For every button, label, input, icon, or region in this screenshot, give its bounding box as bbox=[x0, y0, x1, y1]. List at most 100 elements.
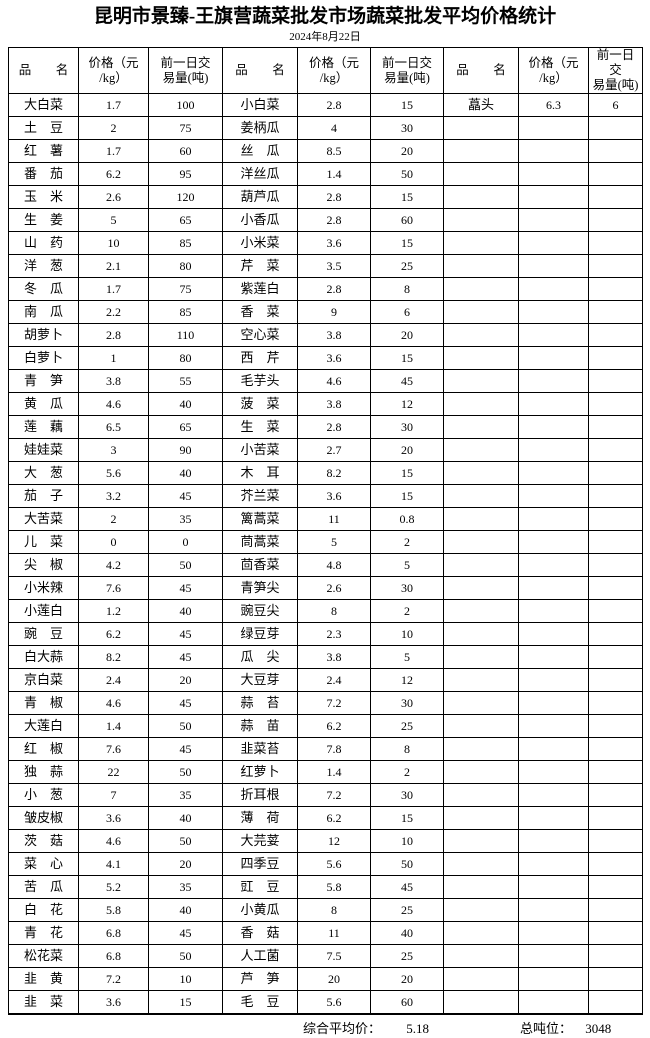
cell-price: 1.4 bbox=[78, 714, 149, 738]
cell-price: 9 bbox=[297, 300, 371, 324]
cell-product-name: 山 药 bbox=[8, 231, 79, 255]
cell-volume: 45 bbox=[148, 691, 223, 715]
cell-product-name bbox=[443, 139, 519, 163]
cell-volume: 40 bbox=[148, 461, 223, 485]
cell-product-name: 豌 豆 bbox=[8, 622, 79, 646]
cell-volume: 40 bbox=[148, 898, 223, 922]
cell-product-name bbox=[443, 829, 519, 853]
cell-price: 6.2 bbox=[78, 622, 149, 646]
cell-product-name: 小莲白 bbox=[8, 599, 79, 623]
table-row: 娃娃菜 3 90 小苦菜 2.7 20 bbox=[8, 438, 643, 462]
table-row: 小莲白 1.2 40 豌豆尖 8 2 bbox=[8, 599, 643, 623]
cell-product-name bbox=[443, 645, 519, 669]
cell-volume bbox=[588, 829, 643, 853]
cell-product-name: 大芫荽 bbox=[222, 829, 298, 853]
cell-product-name: 京白菜 bbox=[8, 668, 79, 692]
cell-volume: 40 bbox=[148, 392, 223, 416]
cell-product-name bbox=[443, 162, 519, 186]
header-volume-line2: 易量(吨) bbox=[384, 70, 430, 85]
cell-price: 2.8 bbox=[297, 415, 371, 439]
cell-price: 10 bbox=[78, 231, 149, 255]
cell-price: 3.2 bbox=[78, 484, 149, 508]
cell-product-name: 瓜 尖 bbox=[222, 645, 298, 669]
cell-product-name: 冬 瓜 bbox=[8, 277, 79, 301]
cell-volume: 2 bbox=[370, 760, 444, 784]
table-row: 茨 菇 4.6 50 大芫荽 12 10 bbox=[8, 829, 643, 853]
cell-price: 2.1 bbox=[78, 254, 149, 278]
cell-price: 5.6 bbox=[297, 990, 371, 1015]
cell-price: 5.2 bbox=[78, 875, 149, 899]
cell-product-name: 青 椒 bbox=[8, 691, 79, 715]
cell-price: 2.6 bbox=[78, 185, 149, 209]
cell-price bbox=[518, 599, 589, 623]
cell-price: 1 bbox=[78, 346, 149, 370]
table-body: 大白菜 1.7 100 小白菜 2.8 15 藠头 6.3 6 土 豆 2 75 姜柄瓜 4 30 红 薯 1.… bbox=[8, 93, 643, 1015]
cell-volume bbox=[588, 668, 643, 692]
cell-product-name: 薄 荷 bbox=[222, 806, 298, 830]
cell-price: 2.8 bbox=[297, 277, 371, 301]
cell-price bbox=[518, 323, 589, 347]
cell-price: 3.6 bbox=[297, 231, 371, 255]
cell-price bbox=[518, 162, 589, 186]
cell-volume bbox=[588, 139, 643, 163]
cell-product-name: 大白菜 bbox=[8, 93, 79, 117]
cell-price bbox=[518, 277, 589, 301]
cell-product-name bbox=[443, 415, 519, 439]
cell-price bbox=[518, 783, 589, 807]
cell-product-name: 蒜 苗 bbox=[222, 714, 298, 738]
cell-price bbox=[518, 829, 589, 853]
cell-volume: 120 bbox=[148, 185, 223, 209]
cell-product-name: 白萝卜 bbox=[8, 346, 79, 370]
table-row: 小 葱 7 35 折耳根 7.2 30 bbox=[8, 783, 643, 807]
cell-product-name: 人工菌 bbox=[222, 944, 298, 968]
cell-product-name: 绿豆芽 bbox=[222, 622, 298, 646]
table-row: 大白菜 1.7 100 小白菜 2.8 15 藠头 6.3 6 bbox=[8, 93, 643, 117]
cell-product-name bbox=[443, 852, 519, 876]
cell-volume: 20 bbox=[370, 323, 444, 347]
table-row: 尖 椒 4.2 50 茴香菜 4.8 5 bbox=[8, 553, 643, 577]
cell-price bbox=[518, 714, 589, 738]
cell-product-name: 芥兰菜 bbox=[222, 484, 298, 508]
cell-volume bbox=[588, 346, 643, 370]
cell-volume bbox=[588, 484, 643, 508]
cell-volume bbox=[588, 875, 643, 899]
cell-product-name: 红 薯 bbox=[8, 139, 79, 163]
cell-product-name: 生 菜 bbox=[222, 415, 298, 439]
cell-product-name bbox=[443, 806, 519, 830]
cell-price bbox=[518, 990, 589, 1015]
vegetable-price-table: 品 名 价格（元 /kg） 前一日交 易量(吨) 品 名 价格（元 /kg） 前… bbox=[8, 47, 643, 1015]
cell-volume: 75 bbox=[148, 277, 223, 301]
cell-price: 4.2 bbox=[78, 553, 149, 577]
cell-volume bbox=[588, 323, 643, 347]
cell-price: 7.6 bbox=[78, 737, 149, 761]
cell-volume: 85 bbox=[148, 231, 223, 255]
cell-price: 1.7 bbox=[78, 93, 149, 117]
cell-price bbox=[518, 461, 589, 485]
cell-product-name: 儿 菜 bbox=[8, 530, 79, 554]
cell-volume: 50 bbox=[370, 162, 444, 186]
cell-volume bbox=[588, 691, 643, 715]
cell-volume: 0.8 bbox=[370, 507, 444, 531]
table-row: 大苦菜 2 35 篱蒿菜 11 0.8 bbox=[8, 507, 643, 531]
table-row: 皱皮椒 3.6 40 薄 荷 6.2 15 bbox=[8, 806, 643, 830]
cell-product-name: 青笋尖 bbox=[222, 576, 298, 600]
table-row: 京白菜 2.4 20 大豆芽 2.4 12 bbox=[8, 668, 643, 692]
cell-price: 5 bbox=[297, 530, 371, 554]
cell-product-name: 生 姜 bbox=[8, 208, 79, 232]
cell-product-name: 木 耳 bbox=[222, 461, 298, 485]
average-price-summary: 综合平均价： 5.18 bbox=[303, 1018, 429, 1037]
cell-product-name bbox=[443, 783, 519, 807]
cell-price: 4.6 bbox=[78, 829, 149, 853]
report-date: 2024年8月22日 bbox=[289, 31, 361, 43]
cell-price: 4.6 bbox=[78, 691, 149, 715]
cell-volume: 15 bbox=[370, 461, 444, 485]
cell-price: 1.7 bbox=[78, 277, 149, 301]
cell-price: 1.4 bbox=[297, 760, 371, 784]
table-row: 大 葱 5.6 40 木 耳 8.2 15 bbox=[8, 461, 643, 485]
cell-volume: 50 bbox=[148, 553, 223, 577]
total-tonnage-value: 3048 bbox=[585, 1021, 612, 1036]
table-row: 白 花 5.8 40 小黄瓜 8 25 bbox=[8, 898, 643, 922]
cell-product-name: 蒜 苔 bbox=[222, 691, 298, 715]
table-row: 玉 米 2.6 120 葫芦瓜 2.8 15 bbox=[8, 185, 643, 209]
cell-product-name: 土 豆 bbox=[8, 116, 79, 140]
